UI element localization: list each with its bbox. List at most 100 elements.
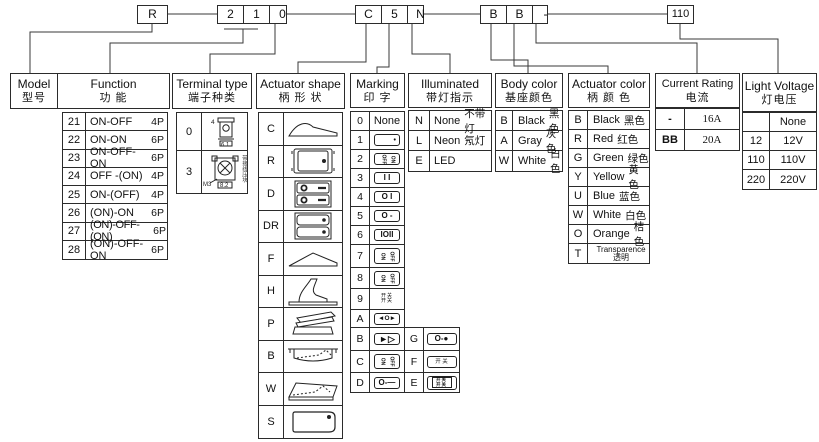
code-cell: N xyxy=(416,7,425,21)
current-rating-code: - xyxy=(656,109,685,129)
actuator-color-header: Actuator color 柄 颜 色 xyxy=(568,73,650,108)
actuator-color-en: White xyxy=(593,209,622,221)
light-voltage-value: 110V xyxy=(780,154,806,166)
function-desc: ON-ON xyxy=(90,133,127,146)
actuator-color-row: B Black 黑色 xyxy=(569,111,649,130)
body-color-cn: 黑色 xyxy=(548,107,560,135)
actuator-color-code: Y xyxy=(569,168,588,186)
marking-row: C ON OFF xyxy=(351,351,404,373)
illuminated-code: L xyxy=(409,131,430,150)
marking-row: A ◄O► xyxy=(351,310,404,328)
function-row: 21 ON-OFF 4P xyxy=(63,113,167,132)
light-voltage-title: Light Voltage xyxy=(744,78,815,93)
marking-row: 7 ON OFF xyxy=(351,245,404,268)
light-voltage-table: None 12 12V 110 110V 220 220V xyxy=(742,112,817,190)
code-cell: B xyxy=(507,6,533,23)
actuator-color-cn: 绿色 xyxy=(627,152,649,165)
paddle-icon xyxy=(292,311,337,335)
marking-symbol: 开关 xyxy=(436,377,447,382)
marking-symbol: None xyxy=(373,115,401,127)
code-cell: - xyxy=(543,7,548,21)
function-poles: 6P xyxy=(151,152,164,165)
shape-row: C xyxy=(259,113,342,146)
marking-symbol: • xyxy=(393,136,396,144)
terminal-subtitle: 端子种类 xyxy=(188,92,236,104)
terminal-code: 3 xyxy=(177,151,202,193)
actuator-shape-header: Actuator shape 柄 形 状 xyxy=(256,73,345,109)
shape-code: H xyxy=(259,275,284,307)
body-color-subtitle: 基座颜色 xyxy=(505,91,553,104)
illuminated-code: E xyxy=(409,151,430,171)
shape-row: F xyxy=(259,243,342,276)
illuminated-subtitle: 带灯指示 xyxy=(426,91,474,104)
marking-row: 3 I I xyxy=(351,169,404,188)
function-desc: (ON)-ON xyxy=(90,206,134,219)
illuminated-en: Neon xyxy=(434,134,461,147)
light-voltage-row: 12 12V xyxy=(743,132,816,151)
terminal-dim-top: 4 xyxy=(211,119,215,126)
terminal-row: 3 M3 8.2 带接线压块 xyxy=(177,151,247,193)
shape-row: DR xyxy=(259,210,342,243)
illuminated-row: L Neon 氖灯 xyxy=(409,131,491,151)
current-rating-subtitle: 电流 xyxy=(685,91,710,104)
shape-row: H xyxy=(259,275,342,308)
marking-code: 5 xyxy=(351,207,370,225)
marking-row: G O-● xyxy=(405,328,459,351)
lever-handle-icon xyxy=(288,278,338,306)
function-code: 26 xyxy=(63,204,86,222)
current-rating-value: 20A xyxy=(702,133,722,146)
function-poles: 6P xyxy=(153,225,166,238)
marking-symbol: ◄O► xyxy=(374,312,400,325)
double-rocker-dot-icon xyxy=(294,212,332,240)
shape-row: B xyxy=(259,340,342,373)
shape-row: D xyxy=(259,178,342,211)
function-desc: OFF -(ON) xyxy=(90,170,143,183)
marking-code: F xyxy=(405,351,424,372)
function-desc: (ON)-OFF-ON xyxy=(90,237,144,262)
body-color-code: B xyxy=(496,111,513,130)
marking-symbol: ON xyxy=(379,357,386,366)
function-code: 27 xyxy=(63,222,86,240)
marking-symbol: O-● xyxy=(426,333,457,345)
marking-symbol: 开关 xyxy=(380,298,393,304)
actuator-color-row: T Transparence 透明 xyxy=(569,244,649,263)
code-cell: 110 xyxy=(671,8,690,20)
marking-code: 6 xyxy=(351,226,370,244)
actuator-color-title: Actuator color xyxy=(571,76,647,91)
code-box-shape-marking-illuminated: C 5 N xyxy=(355,5,425,24)
marking-code: 3 xyxy=(351,169,370,187)
light-voltage-value: None xyxy=(779,116,807,128)
actuator-color-cn: 透明 xyxy=(613,252,629,262)
actuator-shape-table: C R D DR F H P B W S xyxy=(258,112,343,439)
light-voltage-code xyxy=(743,113,770,131)
body-color-row: W White 白色 xyxy=(496,148,562,175)
marking-subtitle: 印 字 xyxy=(363,91,392,104)
actuator-color-code: T xyxy=(569,244,588,263)
marking-symbol: O - xyxy=(374,210,400,222)
code-cell: 2 xyxy=(218,6,244,23)
actuator-color-row: U Blue 蓝色 xyxy=(569,187,649,206)
marking-code: 2 xyxy=(351,150,370,168)
bezel-recessed-rocker-icon xyxy=(288,348,338,362)
function-code: 28 xyxy=(63,240,86,259)
actuator-color-row: O Orange 桔色 xyxy=(569,221,649,248)
marking-symbol: 开关 xyxy=(436,381,447,387)
model-title: Model xyxy=(17,77,51,91)
actuator-shape-subtitle: 柄 形 状 xyxy=(278,92,323,104)
function-subtitle: 功 能 xyxy=(99,92,128,104)
body-color-code: W xyxy=(496,151,513,171)
function-row: 22 ON-ON 6P xyxy=(63,131,167,150)
code-box-function-terminal: 2 1 0 xyxy=(217,5,287,24)
code-box-colors-current: B B - xyxy=(480,5,548,24)
shape-code: D xyxy=(259,178,284,210)
marking-code: 7 xyxy=(351,245,370,267)
function-code: 24 xyxy=(63,167,86,185)
current-rating-value: 16A xyxy=(702,112,722,125)
illuminated-cn: 不带灯 xyxy=(464,107,486,135)
actuator-color-en: Red xyxy=(593,133,614,145)
function-row: 23 ON-OFF-ON 6P xyxy=(63,146,167,170)
terminal-screw-label: M3 xyxy=(203,182,212,188)
